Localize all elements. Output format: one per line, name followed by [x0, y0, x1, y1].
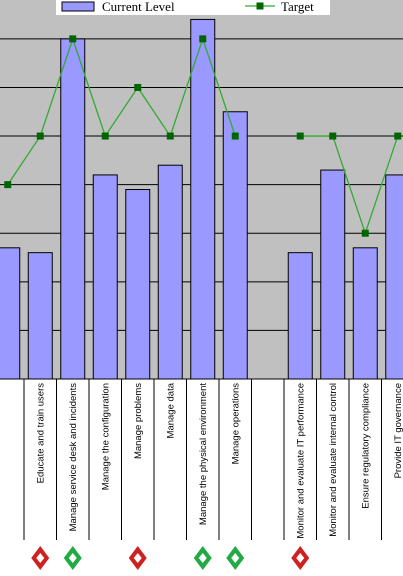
status-diamond-inner [36, 553, 45, 563]
bar-current-level [92, 174, 118, 380]
target-point [361, 229, 369, 237]
tick-label: Monitor and evaluate IT performance [295, 383, 306, 539]
bar-current-level [320, 169, 346, 380]
bar-current-level [0, 247, 21, 380]
legend-swatch-current-level [61, 1, 95, 12]
target-point [231, 132, 239, 140]
bar-current-level [385, 174, 403, 380]
target-line [300, 135, 399, 236]
bar-current-level [60, 38, 86, 380]
tick-label: Monitor and evaluate internal control [328, 383, 339, 537]
status-diamond-inner [296, 553, 305, 563]
bar-current-level [222, 111, 248, 380]
tick-label: Manage problems [133, 383, 144, 459]
legend-label-current-level: Current Level [102, 0, 175, 14]
tick-label: Manage the physical environment [198, 383, 209, 525]
tick-label: Educate and train users [35, 383, 46, 484]
target-line [7, 36, 236, 186]
tick-label: Manage operations [230, 383, 241, 465]
status-diamond-inner [133, 553, 142, 563]
bar-current-level [157, 164, 183, 380]
target-point [36, 132, 44, 140]
target-point [329, 132, 337, 140]
target-point [394, 132, 402, 140]
target-point [166, 132, 174, 140]
status-diamond-inner [68, 553, 77, 563]
status-diamond-inner [231, 553, 240, 563]
status-diamond-inner [198, 553, 207, 563]
legend-marker-target [256, 2, 264, 10]
target-point [296, 132, 304, 140]
bar-current-level [125, 189, 151, 380]
target-point [199, 35, 207, 43]
bar-current-level [27, 252, 53, 380]
legend-label-target: Target [281, 0, 314, 14]
target-point [101, 132, 109, 140]
tick-label: Ensure regulatory compliance [360, 383, 371, 509]
bar-current-level [352, 247, 378, 380]
tick-label: Manage service desk and incidents [68, 383, 79, 532]
target-point [4, 181, 12, 189]
bar-current-level [190, 18, 216, 380]
tick-label: Manage data [165, 382, 176, 438]
target-point [134, 83, 142, 91]
bar-current-level [287, 252, 313, 380]
tick-label: Manage the configuration [100, 383, 111, 490]
target-point [69, 35, 77, 43]
tick-label: Provide IT governance [393, 383, 403, 478]
